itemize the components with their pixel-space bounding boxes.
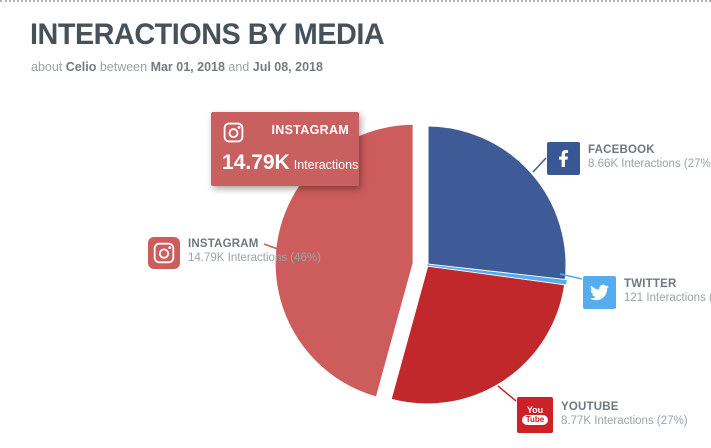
legend-twitter-caption: 121 Interactions (0%) [624, 292, 711, 304]
instagram-icon [148, 237, 180, 269]
chart-subtitle: about Celio between Mar 01, 2018 and Jul… [31, 60, 323, 74]
legend-instagram-caption: 14.79K Interactions (46%) [188, 252, 321, 264]
pie-slice-youtube[interactable] [388, 263, 568, 407]
instagram-callout-line [263, 243, 284, 252]
subtitle-brand: Celio [65, 60, 97, 74]
twitter-icon [583, 276, 616, 309]
youtube-icon: You Tube [517, 397, 553, 433]
page-title: INTERACTIONS BY MEDIA [30, 18, 385, 51]
legend-youtube-caption: 8.77K Interactions (27%) [561, 415, 688, 427]
pie-slice-instagram[interactable] [272, 121, 416, 401]
legend-facebook-caption: 8.66K Interactions (27%) [588, 158, 711, 170]
pie-slice-facebook[interactable] [425, 123, 569, 283]
instagram-icon [222, 121, 245, 149]
youtube-callout-line [497, 385, 517, 402]
tooltip-network-label: INSTAGRAM [271, 123, 349, 137]
legend-item-instagram[interactable]: INSTAGRAM 14.79K Interactions (46%) [148, 237, 321, 269]
subtitle-and: and [228, 60, 250, 74]
facebook-callout-line [532, 157, 547, 173]
tooltip-value: 14.79K [222, 151, 290, 174]
subtitle-end-date: Jul 08, 2018 [252, 60, 323, 74]
tooltip-unit-label: Interactions [293, 158, 359, 172]
legend-twitter-label: TWITTER [624, 278, 677, 290]
legend-youtube-label: YOUTUBE [561, 401, 619, 413]
legend-item-twitter[interactable]: TWITTER 121 Interactions (0%) [583, 276, 711, 309]
pie-slices [272, 121, 569, 407]
twitter-callout-line [559, 273, 583, 280]
subtitle-start-date: Mar 01, 2018 [150, 60, 225, 74]
legend-item-youtube[interactable]: You Tube YOUTUBE 8.77K Interactions (27%… [517, 397, 688, 433]
subtitle-between: between [99, 60, 148, 74]
slice-tooltip: INSTAGRAM 14.79K Interactions [211, 112, 359, 186]
legend-instagram-label: INSTAGRAM [188, 238, 259, 250]
legend-facebook-label: FACEBOOK [588, 144, 655, 156]
facebook-icon [547, 142, 580, 175]
pie-slice-twitter[interactable] [426, 264, 567, 285]
legend-item-facebook[interactable]: FACEBOOK 8.66K Interactions (27%) [547, 142, 711, 175]
subtitle-prefix: about [31, 60, 63, 74]
